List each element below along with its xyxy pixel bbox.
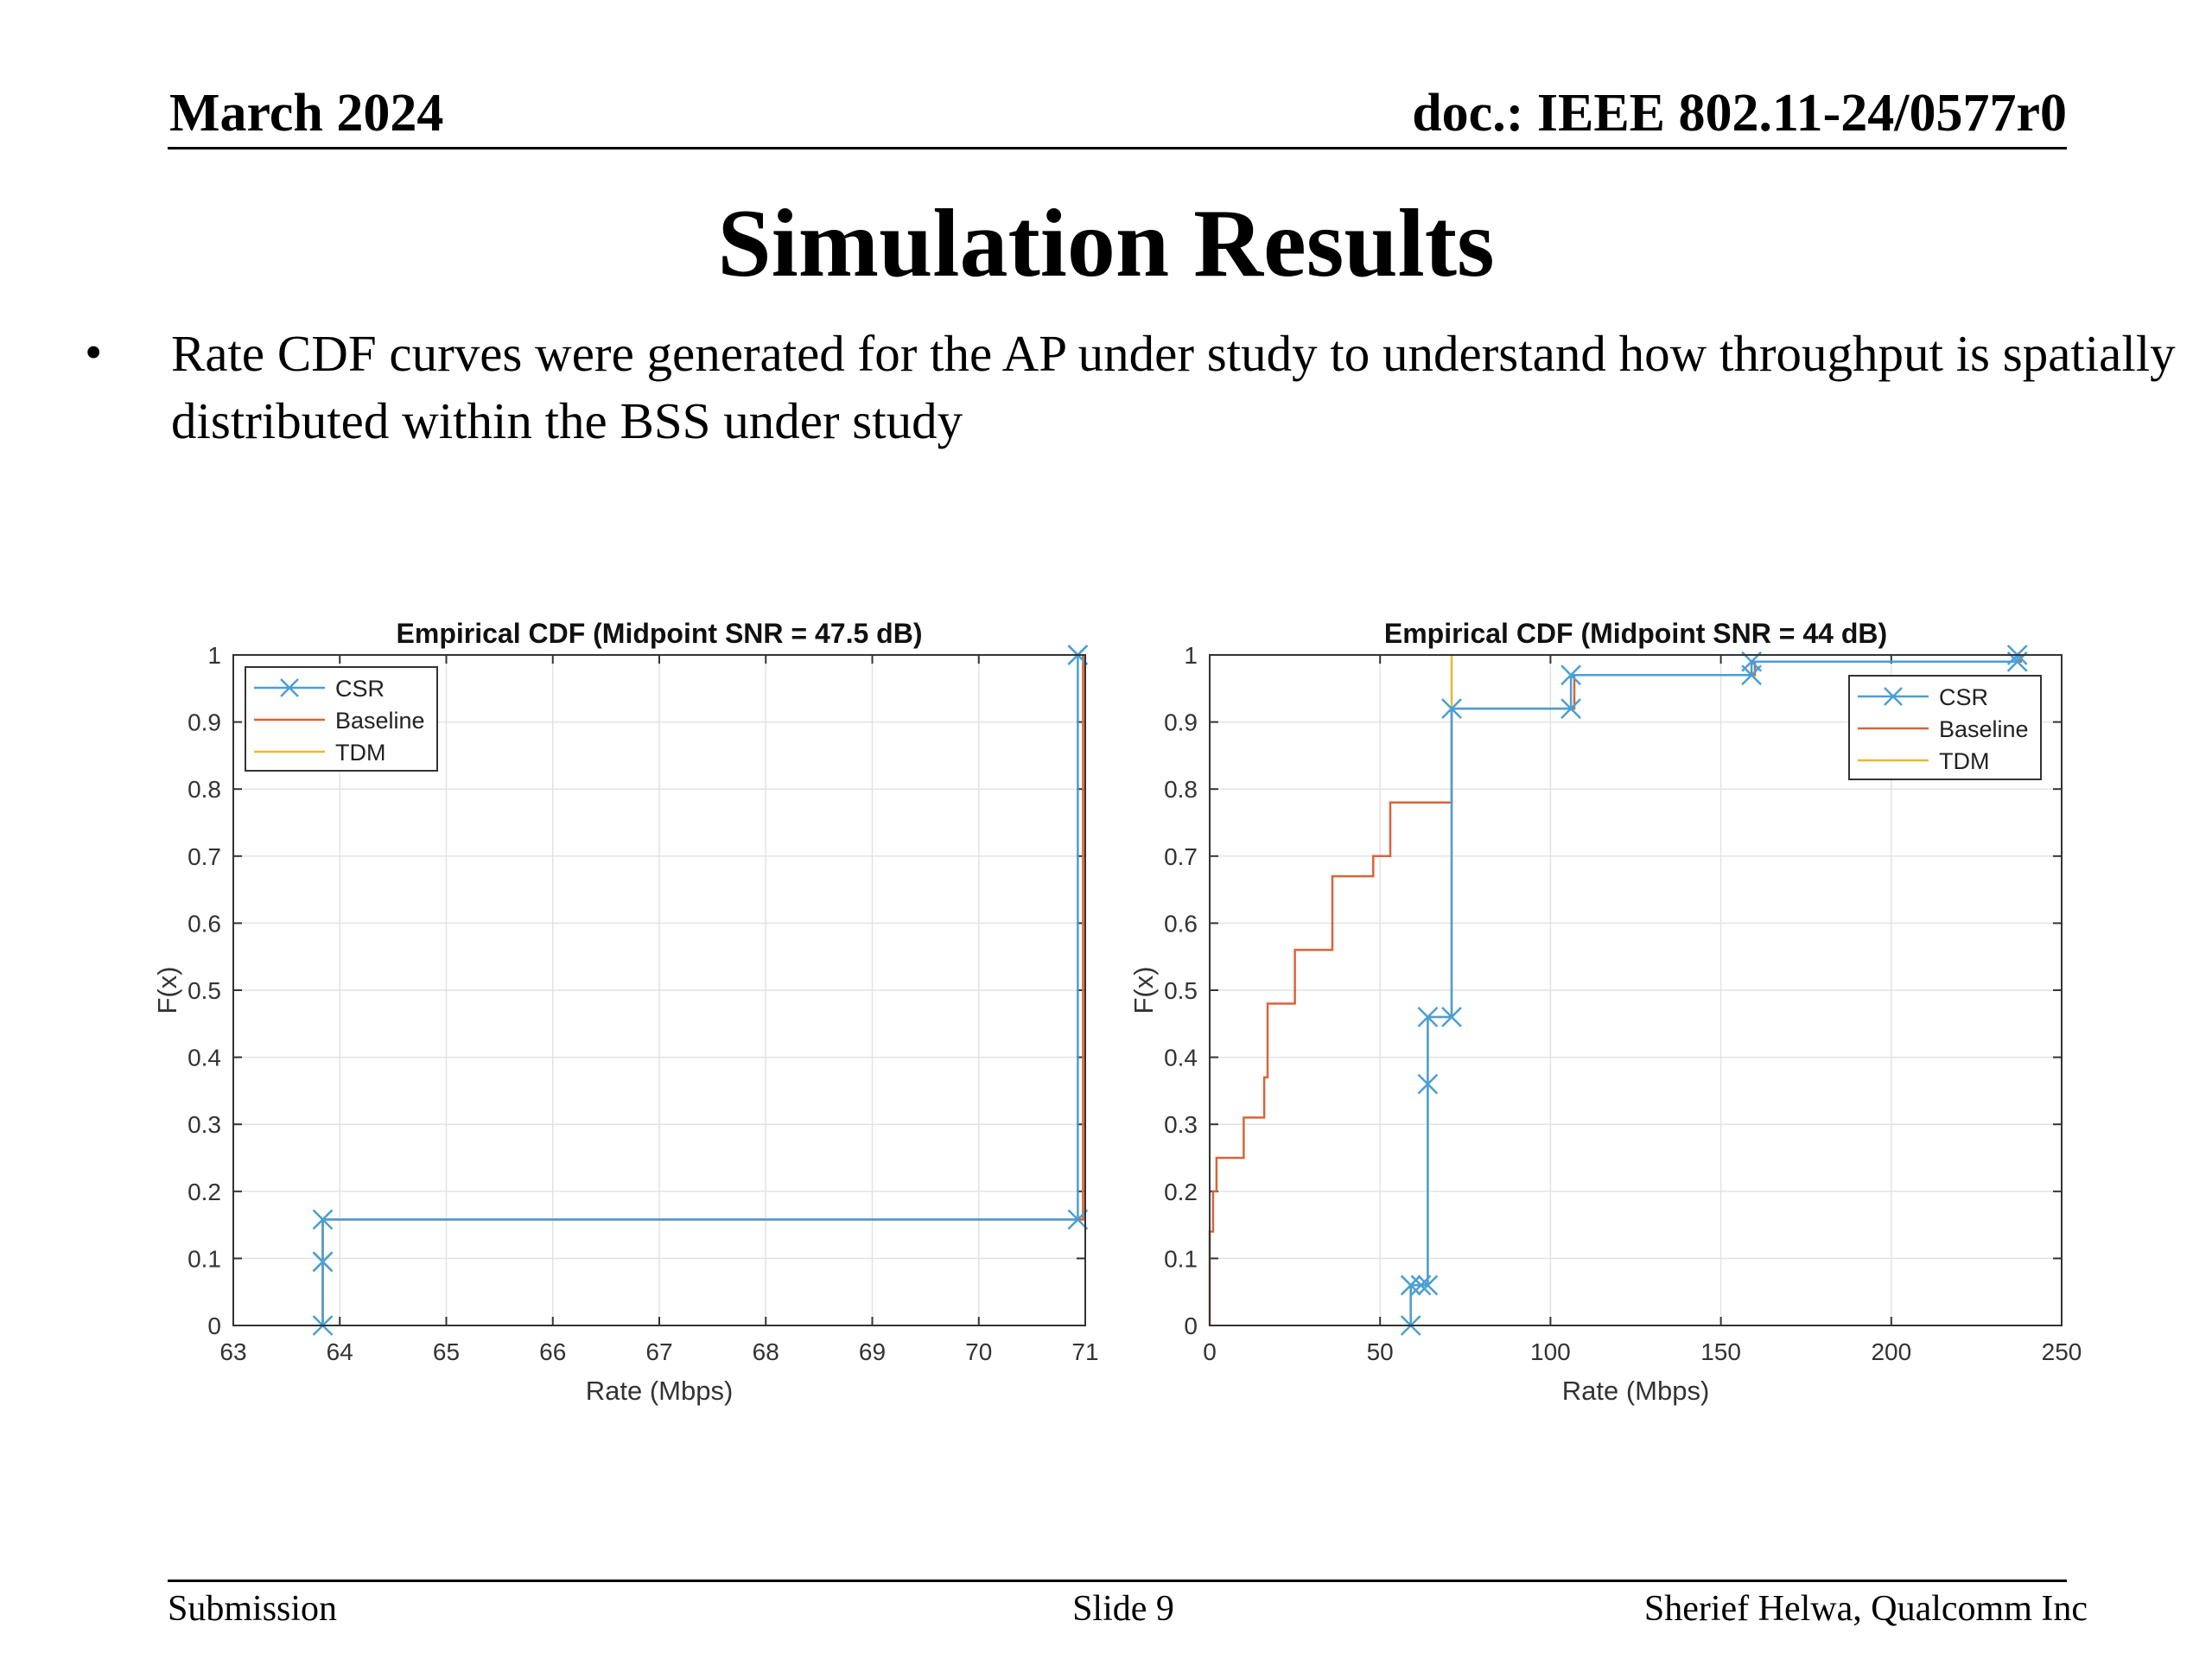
chart1-ytick-label-3: 0.3 [1164,1111,1198,1138]
chart0-xtick-label-4: 67 [645,1338,672,1365]
header-rule [168,147,2067,149]
chart0-ytick-label-7: 0.7 [188,843,221,870]
chart0-legend-label-csr: CSR [335,676,385,702]
chart0-legend: CSR Baseline TDM [245,666,438,772]
chart0-legend-label-tdm: TDM [335,740,385,766]
chart0-ytick-label-2: 0.2 [188,1179,221,1205]
chart1-point-csr-7 [1441,698,1462,719]
chart0-ytick-label-9: 0.9 [188,709,221,736]
chart0-ytick-label-3: 0.3 [188,1111,221,1138]
chart1-legend-label-tdm: TDM [1939,748,1989,774]
chart1-xtick-label-2: 100 [1530,1338,1571,1365]
chart1-xtick-label-0: 0 [1203,1338,1217,1365]
chart0-xtick-label-2: 65 [433,1338,460,1365]
chart1-legend-marker-csr [1884,687,1903,706]
chart0-point-csr-2 [312,1251,334,1273]
chart1-xtick-label-1: 50 [1367,1338,1394,1365]
chart0-xtick-label-0: 63 [219,1338,246,1365]
chart1-ytick-label-2: 0.2 [1164,1179,1198,1205]
chart0-axes-box [232,654,1086,1326]
chart0-xtick-label-5: 68 [753,1338,779,1365]
chart-right-svg: Empirical CDF (Midpoint SNR = 44 dB) 0 50 1… [1128,618,2082,1406]
chart1-ytick-label-1: 0.1 [1164,1245,1198,1272]
chart0-ytick-label-6: 0.6 [188,910,221,937]
chart0-point-csr-3 [312,1209,334,1230]
chart1-series-baseline [1208,655,2022,1325]
chart1-ytick-label-9: 0.9 [1164,709,1198,736]
chart1-ytick-label-7: 0.7 [1164,843,1198,870]
chart0-xtick-label-1: 64 [327,1338,353,1365]
chart1-xlabel: Rate (Mbps) [1562,1376,1710,1406]
chart0-xtick-label-8: 71 [1071,1338,1098,1365]
chart1-legend: CSR Baseline TDM [1848,675,2042,780]
chart1-point-csr-5 [1417,1007,1439,1027]
header-date: March 2024 [169,84,444,143]
bullet-text: Rate CDF curves were generated for the A… [171,325,2176,449]
chart0-xtick-label-3: 66 [539,1338,566,1365]
chart1-xtick-label-3: 150 [1700,1338,1741,1365]
chart0-xtick-label-7: 70 [965,1338,992,1365]
footer-slide-number: Slide 9 [1072,1589,1174,1629]
chart0-ytick-label-10: 1 [207,642,221,669]
chart1-xtick-label-4: 200 [1871,1338,1911,1365]
chart0-ytick-label-4: 0.4 [188,1045,221,1071]
chart-left: Empirical CDF (Midpoint SNR = 47.5 dB) 63… [147,605,1123,1434]
chart0-xlabel: Rate (Mbps) [586,1376,734,1406]
chart0-legend-label-baseline: Baseline [335,708,425,734]
chart1-point-csr-8 [1560,698,1581,719]
chart0-legend-marker-csr [280,678,299,697]
bullet-icon: • [85,324,103,380]
chart0-title: Empirical CDF (Midpoint SNR = 47.5 dB) [397,618,923,649]
chart0-ylabel: F(x) [152,966,182,1014]
header-doc-id: doc.: IEEE 802.11-24/0577r0 [1412,84,2067,143]
chart1-xtick-label-5: 250 [2042,1338,2082,1365]
chart0-ytick-label-5: 0.5 [188,977,221,1004]
chart1-legend-label-csr: CSR [1939,684,1988,710]
chart1-title: Empirical CDF (Midpoint SNR = 44 dB) [1384,618,1887,649]
chart1-ytick-label-6: 0.6 [1164,910,1198,937]
chart0-ytick-label-0: 0 [207,1313,221,1339]
chart-left-svg: Empirical CDF (Midpoint SNR = 47.5 dB) 63… [152,618,1099,1406]
chart1-ytick-label-0: 0 [1184,1313,1198,1339]
chart1-ytick-label-5: 0.5 [1164,977,1198,1004]
chart1-point-csr-1 [1400,1274,1421,1296]
chart-right: Empirical CDF (Midpoint SNR = 44 dB) 0 50 1… [1123,605,2100,1434]
chart1-ylabel: F(x) [1128,966,1159,1014]
chart0-ytick-label-1: 0.1 [188,1245,221,1272]
chart1-point-csr-9 [1560,664,1581,686]
chart1-ytick-label-8: 0.8 [1164,776,1198,803]
chart0-xtick-label-6: 69 [859,1338,886,1365]
footer-submission: Submission [168,1589,338,1629]
chart0-ytick-label-8: 0.8 [188,776,221,803]
chart1-legend-label-baseline: Baseline [1939,716,2029,742]
chart1-point-csr-6 [1441,1007,1462,1027]
chart1-point-csr-2 [1410,1274,1432,1296]
slide-title: Simulation Results [717,190,1495,297]
chart1-ytick-label-4: 0.4 [1164,1045,1198,1071]
chart1-point-csr-3 [1417,1274,1439,1296]
footer-rule [168,1580,2067,1582]
chart1-point-csr-4 [1417,1073,1439,1095]
chart0-point-csr-4 [1067,1209,1089,1230]
footer-author: Sherief Helwa, Qualcomm Inc [1643,1589,2088,1629]
chart1-axes-box [1209,654,2063,1326]
chart1-ytick-label-10: 1 [1184,642,1198,669]
